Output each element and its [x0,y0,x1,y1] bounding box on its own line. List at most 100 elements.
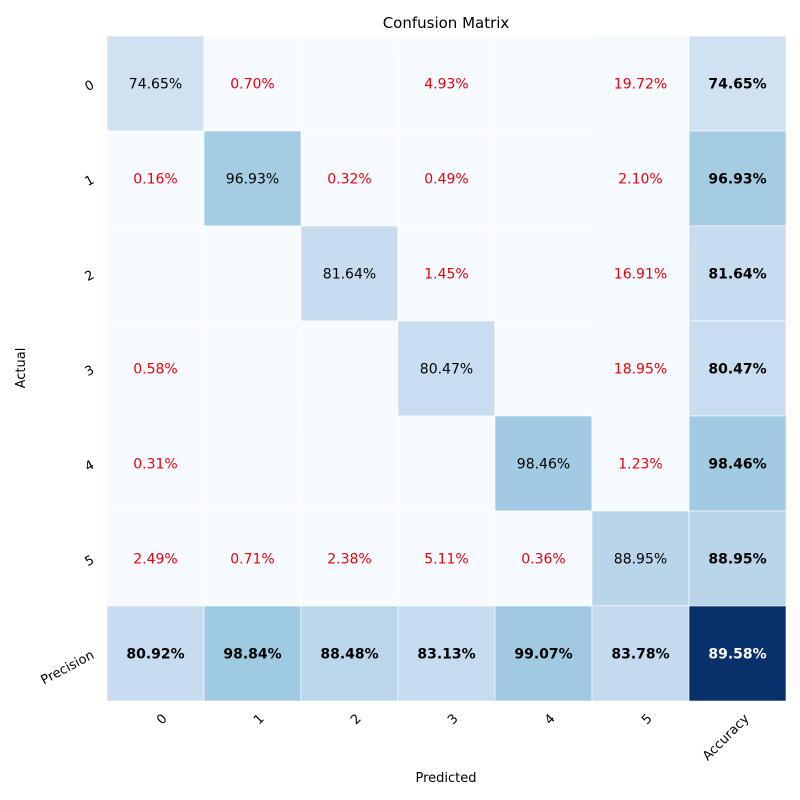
heatmap-cell [591,320,690,417]
cell-labels: 74.65% 0.70% 4.93% 19.72% 74.65% 0.16% 96.93% 0… [126,77,766,663]
x-tick-label: 0 [154,711,170,727]
cell-value-label: 98.84% [223,647,281,663]
heatmap-cell [688,35,787,132]
cell-value-label: 83.13% [417,647,475,663]
y-axis-label: Actual [14,348,29,389]
heatmap-cell [203,605,302,702]
heatmap-cell [397,35,496,132]
cell-value-label: 0.32% [327,172,371,188]
cell-value-label: 96.93% [226,172,279,188]
cell-value-label: 96.93% [708,172,766,188]
x-tick-label: 4 [542,711,558,727]
heatmap-cell [494,320,593,417]
cell-value-label: 1.45% [424,267,468,283]
cell-value-label: 81.64% [708,267,766,283]
cell-value-label: 98.46% [708,457,766,473]
heatmap-cell [494,605,593,702]
heatmap-cell [106,130,205,227]
cell-value-label: 4.93% [424,77,468,93]
cell-value-label: 74.65% [708,77,766,93]
heatmap-cell [591,130,690,227]
heatmap-cell [106,35,205,132]
heatmap-cell [106,320,205,417]
chart-title: Confusion Matrix [383,14,510,32]
heatmap-cell [397,605,496,702]
heatmap-cell [688,320,787,417]
cell-value-label: 80.47% [708,362,766,378]
heatmap-cell [688,605,787,702]
heatmap-cell [203,35,302,132]
heatmap-cell [300,35,399,132]
heatmap-cell [688,510,787,607]
y-tick-label: Precision [39,648,97,688]
heatmap-cell [688,225,787,322]
heatmap-cell [203,415,302,512]
heatmap-cell [300,225,399,322]
heatmap-cell [300,605,399,702]
cell-value-label: 0.16% [133,172,177,188]
heatmap-cell [300,130,399,227]
cell-value-label: 0.58% [133,362,177,378]
heatmap-cell [397,320,496,417]
heatmap-cell [397,510,496,607]
heatmap-cell [591,415,690,512]
heatmap-cell [494,130,593,227]
heatmap-cell [397,415,496,512]
heatmap-cell [106,510,205,607]
cell-value-label: 88.95% [614,552,667,568]
cell-value-label: 5.11% [424,552,468,568]
heatmap-cells [106,35,787,702]
cell-value-label: 89.58% [708,647,766,663]
heatmap-cell [300,510,399,607]
cell-value-label: 0.36% [521,552,565,568]
cell-value-label: 80.92% [126,647,184,663]
x-tick-labels: 0 1 2 3 4 5 Accuracy [154,711,753,764]
heatmap-cell [494,510,593,607]
x-tick-label: 2 [348,711,364,727]
cell-value-label: 18.95% [614,362,667,378]
x-tick-label: 3 [445,711,461,727]
cell-value-label: 88.48% [320,647,378,663]
cell-value-label: 2.38% [327,552,371,568]
heatmap-cell [106,225,205,322]
heatmap-cell [494,35,593,132]
y-tick-label: 2 [83,268,97,285]
cell-value-label: 80.47% [420,362,473,378]
heatmap-cell [688,415,787,512]
heatmap-cell [300,320,399,417]
x-tick-label: Accuracy [700,711,753,764]
cell-value-label: 19.72% [614,77,667,93]
cell-value-label: 88.95% [708,552,766,568]
y-tick-label: 3 [83,363,97,380]
heatmap-cell [203,225,302,322]
cell-value-label: 99.07% [514,647,572,663]
cell-value-label: 2.49% [133,552,177,568]
heatmap-cell [106,605,205,702]
cell-value-label: 0.31% [133,457,177,473]
cell-value-label: 0.70% [230,77,274,93]
y-tick-label: 0 [83,78,97,95]
x-tick-label: 1 [251,711,267,727]
heatmap-cell [591,225,690,322]
y-tick-labels: 0 1 2 3 4 5 Precision [39,78,97,688]
cell-value-label: 81.64% [323,267,376,283]
y-tick-label: 5 [83,553,97,570]
cell-value-label: 83.78% [611,647,669,663]
cell-value-label: 16.91% [614,267,667,283]
heatmap-cell [397,225,496,322]
heatmap-cell [494,225,593,322]
cell-value-label: 1.23% [618,457,662,473]
heatmap-cell [591,35,690,132]
heatmap-cell [300,415,399,512]
x-axis-label: Predicted [415,771,476,786]
y-tick-label: 4 [83,458,97,475]
x-tick-label: 5 [639,711,655,727]
heatmap-cell [203,510,302,607]
heatmap-cell [203,320,302,417]
cell-value-label: 2.10% [618,172,662,188]
heatmap-cell [106,415,205,512]
cell-value-label: 0.71% [230,552,274,568]
heatmap-cell [591,605,690,702]
cell-value-label: 74.65% [129,77,182,93]
